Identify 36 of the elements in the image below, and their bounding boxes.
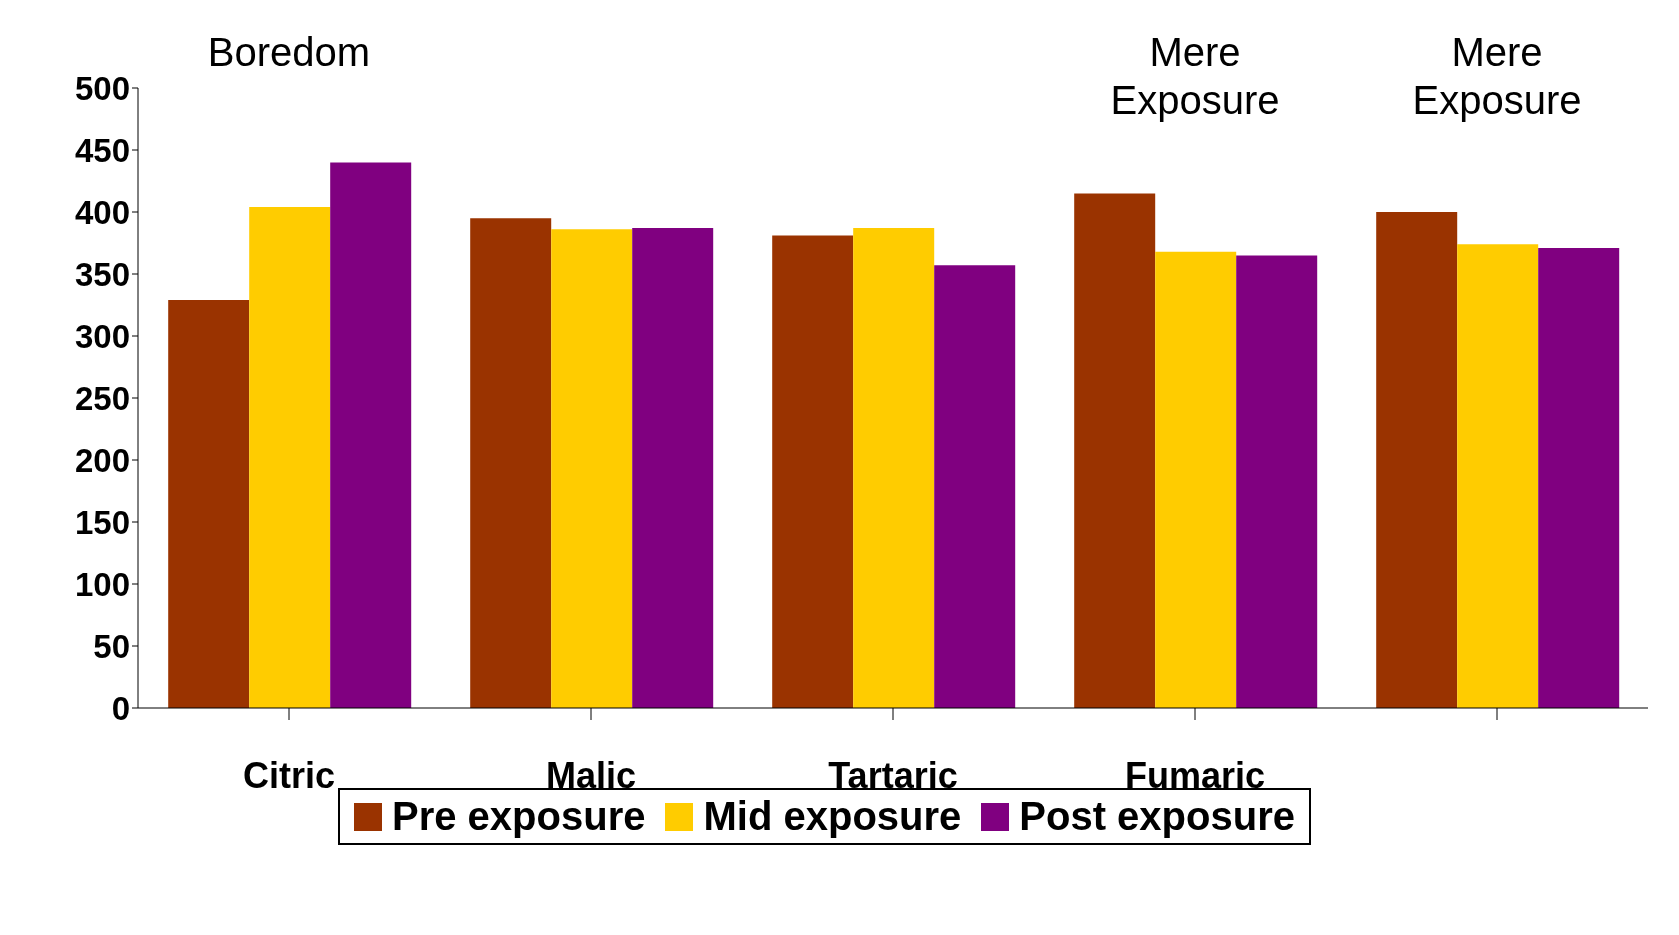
bar — [168, 300, 250, 708]
bar — [934, 265, 1016, 708]
y-tick-label: 300 — [74, 317, 130, 355]
bar — [249, 207, 331, 708]
y-tick-label: 50 — [93, 627, 130, 665]
bar — [330, 162, 412, 708]
bar — [1236, 255, 1318, 708]
legend-label: Mid exposure — [702, 794, 962, 839]
annotation: Mere Exposure — [1109, 29, 1281, 124]
y-tick-label: 400 — [74, 193, 130, 231]
bar — [1538, 247, 1620, 708]
y-tick-label: 350 — [74, 255, 130, 293]
bar — [470, 218, 552, 708]
annotation: Mere Exposure — [1411, 29, 1583, 124]
y-tick-label: 450 — [74, 131, 130, 169]
bar — [772, 235, 854, 708]
bar — [1457, 244, 1539, 708]
bar — [632, 228, 714, 708]
x-tick-label: Fumaric — [1124, 754, 1266, 796]
bar — [1155, 251, 1237, 708]
x-tick-label: Malic — [545, 754, 637, 796]
y-tick-label: 0 — [111, 689, 130, 727]
y-tick-label: 250 — [74, 379, 130, 417]
bar — [1074, 193, 1156, 708]
legend-label: Post exposure — [1018, 794, 1295, 839]
text: Boredom — [206, 29, 372, 76]
bar — [1376, 212, 1458, 708]
x-tick-label: Citric — [242, 754, 336, 796]
legend-label: Pre exposure — [391, 794, 646, 839]
y-tick-label: 500 — [74, 69, 130, 107]
x-tick-label: Tartaric — [828, 754, 958, 796]
bar — [551, 229, 633, 708]
y-tick-label: 100 — [74, 565, 130, 603]
y-tick-label: 200 — [74, 441, 130, 479]
bar — [853, 228, 935, 708]
y-tick-label: 150 — [74, 503, 130, 541]
